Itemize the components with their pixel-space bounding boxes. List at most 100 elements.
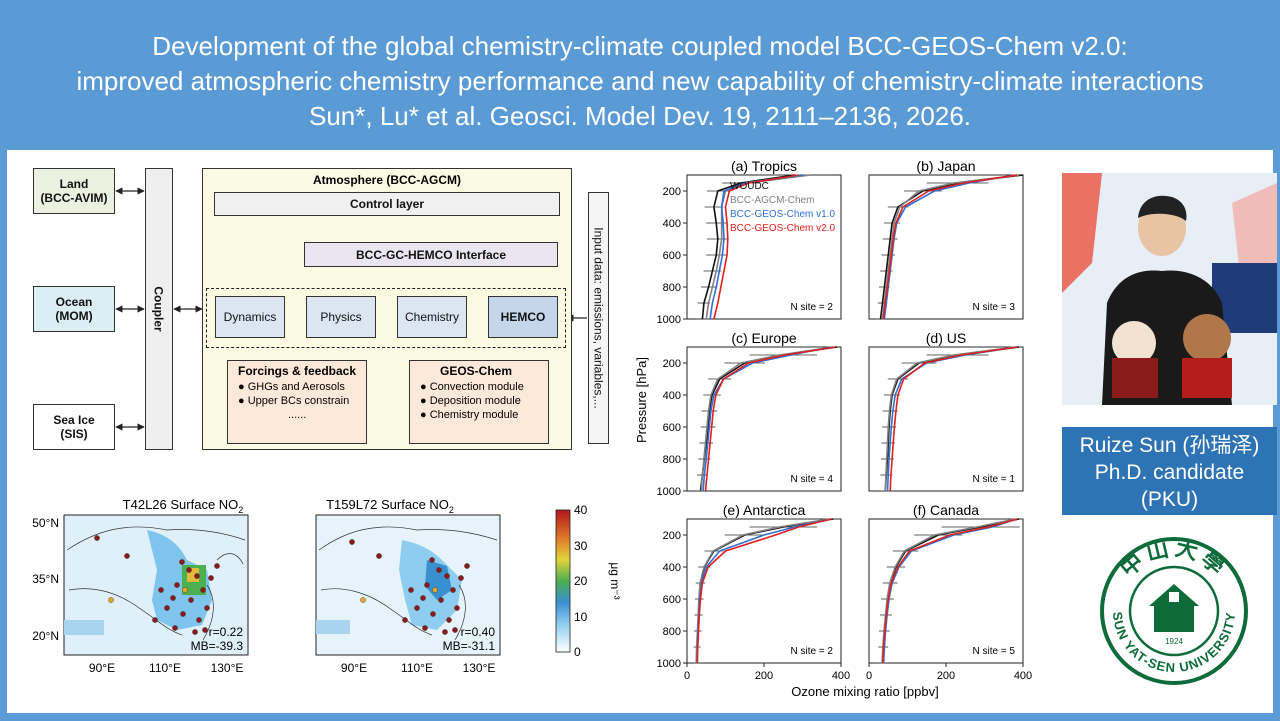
x-axis-label: Ozone mixing ratio [ppbv] (791, 684, 938, 699)
y-tick-label: 200 (663, 358, 681, 370)
university-logo: 中山大學 SUN YAT-SEN UNIVERSITY 1924 (1100, 536, 1248, 685)
land-box: Land (BCC-AVIM) (33, 168, 115, 214)
right-map-r: r=0.40 (461, 625, 496, 639)
panel-title: (e) Antarctica (723, 502, 806, 518)
lat-label-35: 35°N (32, 572, 59, 586)
interface-label: BCC-GC-HEMCO Interface (355, 247, 506, 262)
forcings-box: Forcings & feedback ● GHGs and Aerosols … (227, 360, 367, 444)
panel-title: (c) Europe (731, 330, 797, 346)
control-layer-box: Control layer (214, 192, 560, 216)
content-panel: Land (BCC-AVIM) Ocean (MOM) Sea Ice (SIS… (7, 150, 1277, 713)
dynamics-label: Dynamics (223, 310, 277, 324)
legend-entry: BCC-AGCM-Chem (730, 195, 814, 206)
geoschem-item: ● Chemistry module (420, 409, 519, 421)
lon-label: 110°E (149, 661, 181, 675)
profile-panel: (c) Europe N site = 4 200 400 600 800 1000 (657, 330, 842, 498)
coupler-box: Coupler (145, 168, 173, 450)
components-dashed-frame (206, 288, 566, 348)
panel-title: (f) Canada (913, 502, 979, 518)
y-tick-label: 1000 (657, 658, 681, 670)
series-line (704, 346, 836, 492)
colorbar-tick: 10 (574, 610, 588, 624)
colorbar-tick: 40 (574, 503, 588, 517)
seaice-label: Sea Ice (53, 413, 95, 427)
series-line (881, 174, 1020, 320)
x-tick-label: 200 (937, 670, 955, 682)
lon-label: 90°E (89, 661, 115, 675)
y-tick-label: 800 (663, 454, 681, 466)
y-tick-label: 600 (663, 594, 681, 606)
left-map-site-dots (94, 535, 220, 635)
x-tick-label: 400 (1014, 670, 1032, 682)
forcings-title: Forcings & feedback (238, 364, 357, 378)
citation-line: Sun*, Lu* et al. Geosci. Model Dev. 19, … (309, 101, 971, 131)
author-name: Ruize Sun (孙瑞泽) (1079, 434, 1260, 457)
legend-entry: BCC-GEOS-Chem v2.0 (730, 223, 835, 234)
lat-label-50: 50°N (32, 516, 59, 530)
left-map-r: r=0.22 (209, 625, 244, 639)
y-tick-label: 400 (663, 562, 681, 574)
panel-site-count: N site = 1 (972, 474, 1015, 485)
colorbar: 40 30 20 10 0 μg m⁻³ (555, 503, 622, 659)
model-diagram: Land (BCC-AVIM) Ocean (MOM) Sea Ice (SIS… (7, 150, 627, 460)
panel-frame (686, 518, 842, 664)
panel-site-count: N site = 4 (790, 474, 833, 485)
lat-label-20: 20°N (32, 629, 59, 643)
y-tick-label: 600 (663, 422, 681, 434)
series-line (702, 346, 832, 492)
input-data-box: Input data: emissions, variables,... (588, 192, 609, 444)
physics-box: Physics (306, 296, 376, 338)
dynamics-box: Dynamics (215, 296, 285, 338)
x-tick-label: 0 (866, 670, 872, 682)
y-tick-label: 1000 (657, 486, 681, 498)
seaice-box: Sea Ice (SIS) (33, 404, 115, 450)
hemco-label: HEMCO (500, 310, 546, 324)
series-line (713, 174, 799, 320)
profile-panel: (a) Tropics N site = 2 200 400 600 800 1000 WOU… (657, 158, 842, 326)
series-line (889, 346, 1018, 492)
author-caption: Ruize Sun (孙瑞泽) Ph.D. candidate (PKU) (1062, 427, 1277, 515)
forcings-item: ● GHGs and Aerosols (238, 381, 345, 393)
atmosphere-title: Atmosphere (BCC-AGCM) (313, 173, 461, 187)
lon-label: 130°E (463, 661, 496, 675)
geoschem-box: GEOS-Chem ● Convection module ● Depositi… (409, 360, 549, 444)
logo-year: 1924 (1165, 637, 1183, 646)
forcings-item: ● Upper BCs constrain (238, 395, 350, 407)
profile-panel: (b) Japan N site = 3 (868, 158, 1024, 320)
right-map-site-dots (349, 539, 470, 635)
panel-frame (868, 174, 1024, 320)
x-tick-label: 0 (684, 670, 690, 682)
legend-entry: WOUDC (730, 181, 769, 192)
series-line (882, 174, 1018, 320)
series-line (882, 518, 1018, 664)
series-line (879, 174, 1024, 320)
ocean-box: Ocean (MOM) (33, 286, 115, 332)
colorbar-tick: 30 (574, 539, 588, 553)
interface-box: BCC-GC-HEMCO Interface (304, 242, 558, 267)
series-line (709, 174, 803, 320)
left-map-mb: MB=-39.3 (191, 639, 244, 653)
physics-label: Physics (320, 310, 362, 324)
control-layer-label: Control layer (349, 197, 424, 211)
geoschem-item: ● Convection module (420, 381, 524, 393)
title-line-1: Development of the global chemistry-clim… (152, 31, 1128, 61)
no2-maps: T42L26 Surface NO2 T159L72 Surface NO2 (32, 497, 622, 675)
right-map: r=0.40 MB=-31.1 90°E 110°E 130°E (315, 514, 501, 675)
right-map-title: T159L72 Surface NO2 (326, 497, 454, 515)
left-map-title: T42L26 Surface NO2 (123, 497, 244, 515)
ocean-model: (MOM) (55, 309, 93, 323)
legend-entry: BCC-GEOS-Chem v1.0 (730, 209, 835, 220)
panel-frame (686, 174, 842, 320)
y-tick-label: 800 (663, 626, 681, 638)
profile-panel: (e) Antarctica N site = 2 200 400 600 800 1000… (657, 502, 851, 682)
chemistry-box: Chemistry (397, 296, 467, 338)
x-tick-label: 400 (832, 670, 850, 682)
left-map: r=0.22 MB=-39.3 50°N 35°N 20°N 90°E 110°… (32, 514, 249, 675)
ozone-profiles-chart: Pressure [hPa] Ozone mixing ratio [ppbv]… (634, 158, 1032, 699)
geoschem-item: ● Deposition module (420, 395, 521, 407)
y-tick-label: 400 (663, 390, 681, 402)
hemco-box: HEMCO (488, 296, 558, 338)
series-line (700, 346, 834, 492)
profile-panel: (d) US N site = 1 (868, 330, 1024, 492)
profile-panel: (f) Canada N site = 5 0 200 400 (866, 502, 1032, 682)
